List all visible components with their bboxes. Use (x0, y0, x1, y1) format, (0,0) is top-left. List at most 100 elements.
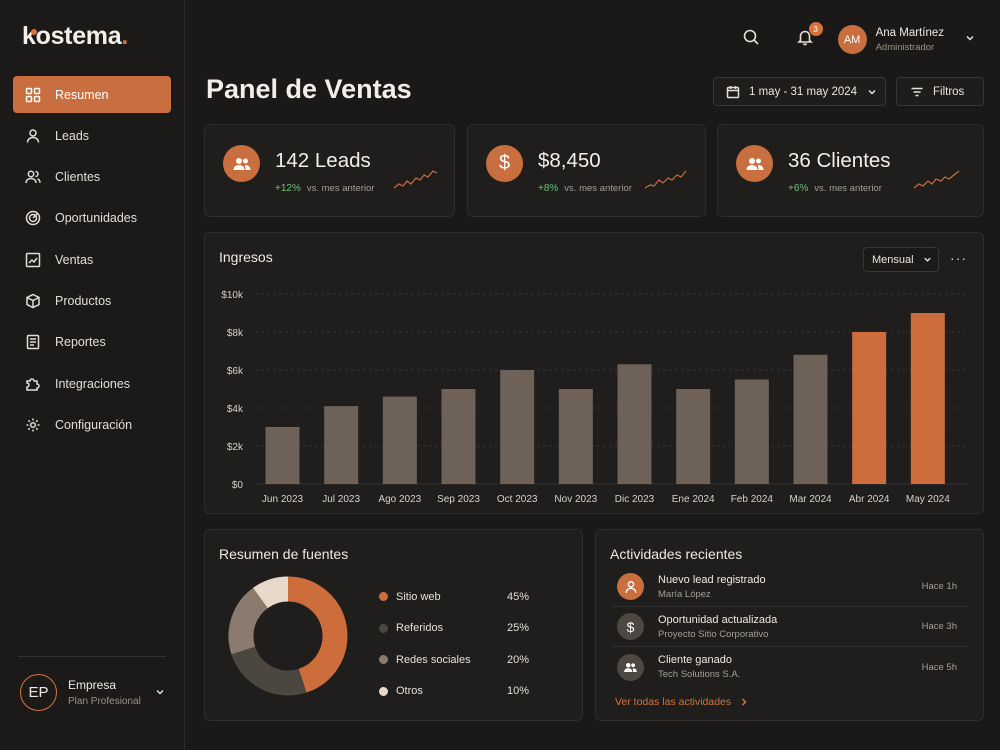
x-tick-label: Oct 2023 (497, 494, 538, 505)
kpi-compare: vs. mes anterior (306, 183, 375, 194)
list-item[interactable]: Nuevo lead registrado María López Hace 1… (611, 567, 969, 607)
x-tick-label: Jul 2023 (322, 494, 360, 505)
sources-card: Resumen de fuentes Sitio web 45% Referid… (204, 529, 583, 721)
sources-legend: Sitio web 45% Referidos 25% Redes social… (379, 581, 529, 707)
sidebar-item-ventas[interactable]: Ventas (13, 241, 171, 278)
user-name: Ana Martínez (875, 26, 944, 39)
see-all-label: Ver todas las actividades (615, 696, 732, 708)
bar (265, 427, 300, 484)
legend-swatch (379, 655, 388, 665)
sidebar-item-reportes[interactable]: Reportes (13, 324, 171, 361)
y-tick-label: $0 (232, 480, 244, 491)
chevron-down-icon (922, 254, 933, 265)
kpi-change: +8% vs. mes anterior (538, 183, 632, 194)
y-tick-label: $4k (227, 404, 244, 415)
x-tick-label: Dic 2023 (615, 494, 655, 505)
x-tick-label: Nov 2023 (554, 494, 597, 505)
donut-slice (253, 576, 289, 609)
sidebar-item-configuracion[interactable]: Configuración (13, 406, 171, 443)
bar (910, 313, 945, 484)
sidebar-item-label: Resumen (55, 87, 109, 102)
activities-title: Actividades recientes (610, 546, 743, 562)
see-all-activities-link[interactable]: Ver todas las actividades (615, 696, 749, 708)
company-plan: Plan Profesional (68, 695, 141, 707)
bar (441, 389, 476, 484)
sidebar-item-label: Leads (55, 128, 90, 143)
bar (793, 354, 828, 484)
x-tick-label: Ago 2023 (378, 494, 421, 505)
user-menu[interactable]: AM Ana Martínez Administrador (837, 25, 976, 54)
users-icon (25, 169, 41, 185)
activity-time: Hace 5h (921, 661, 957, 673)
kpi-compare: vs. mes anterior (564, 183, 632, 194)
kpi-value: $8,450 (538, 149, 601, 172)
sidebar-item-resumen[interactable]: Resumen (13, 76, 171, 113)
bell-icon[interactable]: 3 (796, 22, 823, 51)
period-select[interactable]: Mensual (863, 247, 939, 272)
kpi-card-clientes: 36 Clientes +6% vs. mes anterior (717, 124, 984, 217)
kpi-value: 36 Clientes (788, 149, 891, 172)
filters-button[interactable]: Filtros (896, 77, 984, 106)
sidebar-item-label: Oportunidades (55, 211, 138, 226)
sidebar-item-leads[interactable]: Leads (13, 117, 171, 154)
kpi-change-value: +12% (275, 183, 301, 194)
revenue-chart-card: Ingresos Mensual ··· $0 $2k $4k $6k $8k $10k J… (204, 232, 984, 514)
bar (500, 370, 535, 484)
dollar-icon: $ (486, 145, 523, 182)
more-options-icon[interactable]: ··· (950, 250, 967, 266)
y-tick-label: $10k (221, 290, 244, 301)
sidebar-item-clientes[interactable]: Clientes (13, 159, 171, 196)
sidebar-item-label: Ventas (55, 252, 94, 267)
x-tick-label: Mar 2024 (789, 494, 832, 505)
filters-label: Filtros (933, 85, 965, 98)
activity-subtitle: Tech Solutions S.A. (658, 669, 741, 680)
date-range-picker[interactable]: 1 may - 31 may 2024 (713, 77, 886, 106)
legend-swatch (379, 623, 388, 633)
users-icon (223, 145, 260, 182)
brand-name: kostema (22, 22, 122, 50)
sidebar-item-oportunidades[interactable]: Oportunidades (13, 200, 171, 237)
chevron-down-icon (154, 685, 166, 703)
legend-percent: 20% (506, 653, 529, 666)
sidebar-item-productos[interactable]: Productos (13, 282, 171, 319)
x-tick-label: Jun 2023 (262, 494, 304, 505)
sidebar-divider (18, 656, 166, 657)
legend-label: Referidos (396, 622, 444, 635)
kpi-change-value: +6% (788, 183, 809, 194)
activity-time: Hace 1h (921, 581, 957, 592)
report-icon (25, 334, 41, 350)
x-tick-label: May 2024 (906, 494, 950, 505)
list-item[interactable]: $ Oportunidad actualizada Proyecto Sitio… (611, 607, 969, 647)
chart-line-icon (25, 252, 41, 268)
kpi-compare: vs. mes anterior (814, 183, 882, 194)
sources-title: Resumen de fuentes (219, 546, 349, 562)
legend-label: Sitio web (396, 590, 441, 603)
dollar-icon: $ (617, 613, 644, 640)
brand-dot: . (121, 22, 128, 50)
search-icon[interactable] (742, 28, 760, 51)
bar (734, 379, 769, 484)
x-tick-label: Sep 2023 (437, 494, 480, 505)
sparkline (913, 170, 960, 189)
activity-title: Nuevo lead registrado (658, 573, 766, 586)
activities-card: Actividades recientes Nuevo lead registr… (595, 529, 984, 721)
company-switcher[interactable]: EP Empresa Plan Profesional (20, 672, 170, 712)
header-actions: 3 AM Ana Martínez Administrador (742, 22, 976, 54)
legend-item: Redes sociales 20% (379, 644, 529, 676)
revenue-bar-chart: $0 $2k $4k $6k $8k $10k Jun 2023 Jul 2023 Ago 20… (221, 290, 967, 505)
sidebar-item-label: Reportes (55, 335, 106, 350)
kpi-change-value: +8% (538, 183, 559, 194)
sparkline (393, 170, 438, 189)
sidebar-item-label: Clientes (55, 170, 101, 185)
sidebar-item-label: Productos (55, 293, 112, 308)
y-tick-label: $8k (227, 328, 244, 339)
legend-item: Referidos 25% (379, 613, 529, 645)
x-tick-label: Feb 2024 (731, 494, 774, 505)
legend-percent: 10% (506, 685, 529, 698)
activity-title: Cliente ganado (658, 654, 733, 666)
sidebar-item-integraciones[interactable]: Integraciones (13, 365, 171, 402)
period-label: Mensual (872, 253, 914, 266)
list-item[interactable]: Cliente ganado Tech Solutions S.A. Hace … (611, 647, 969, 687)
brand-logo[interactable]: kostema. (22, 22, 128, 51)
users-icon (617, 653, 644, 681)
